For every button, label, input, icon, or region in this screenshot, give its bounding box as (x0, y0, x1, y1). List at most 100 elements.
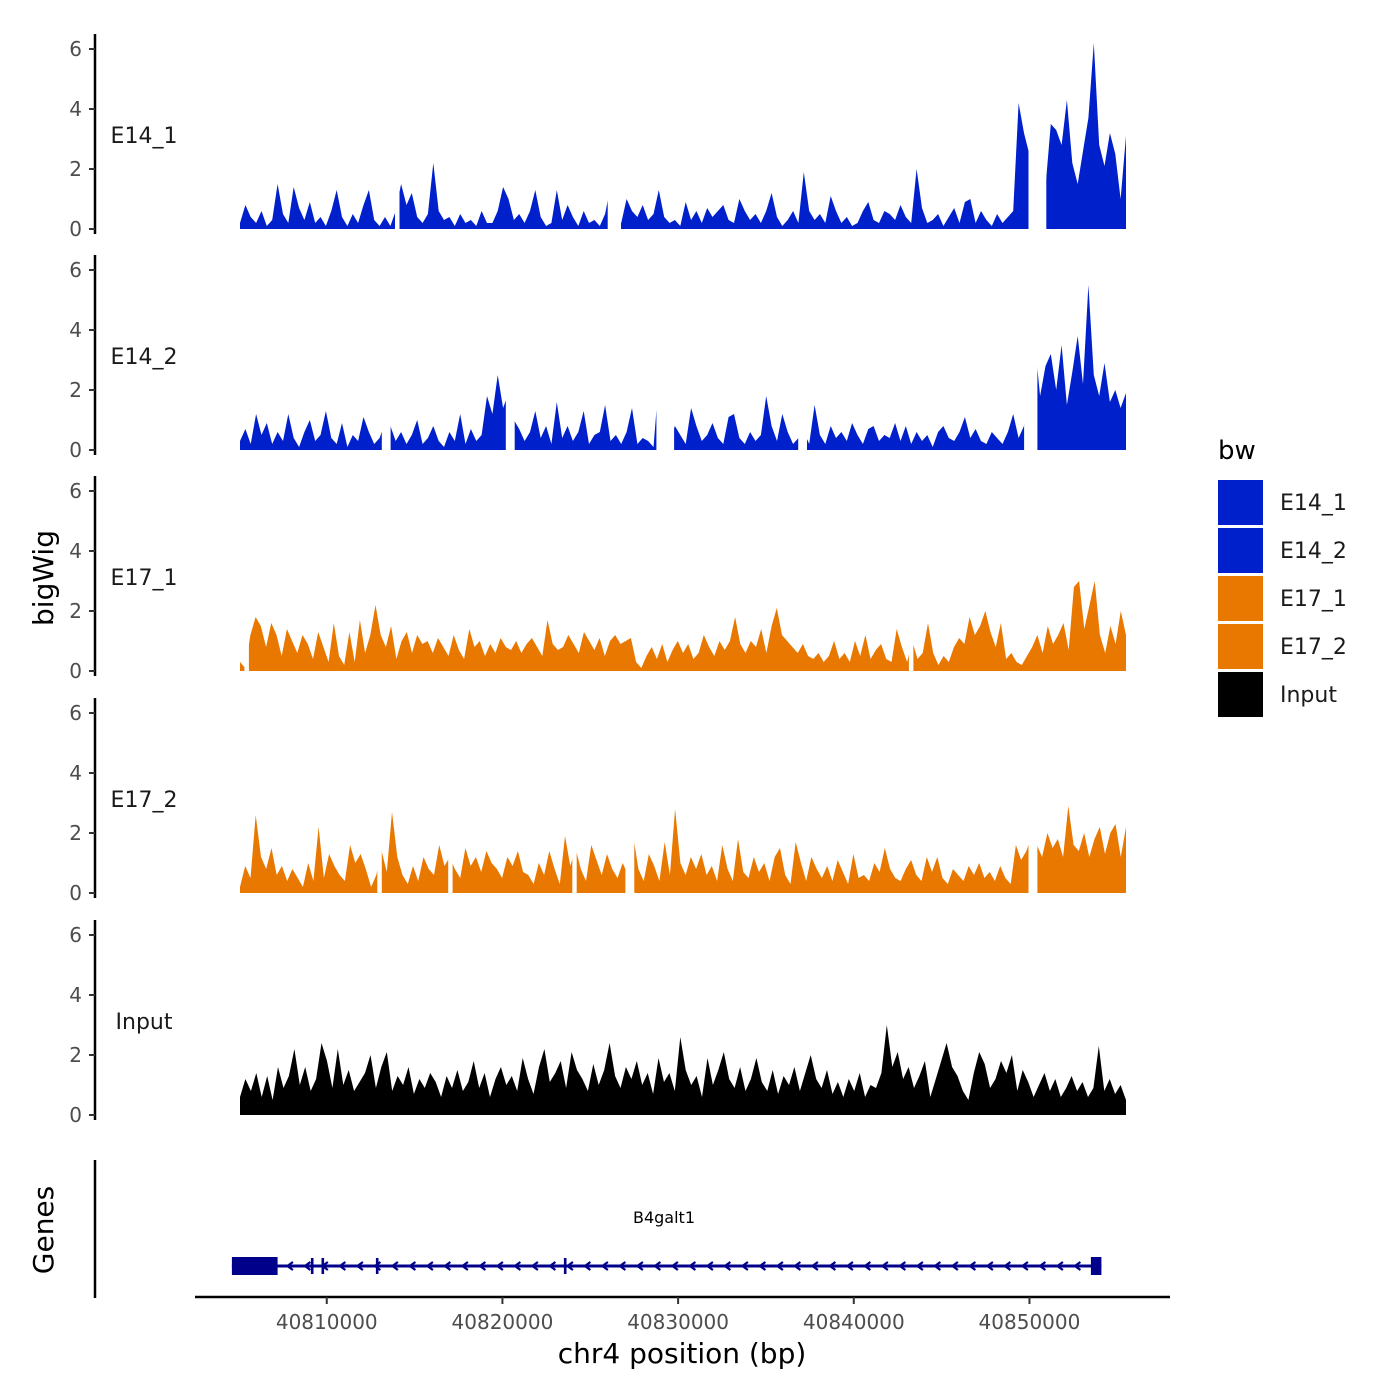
y-tick-label: 0 (69, 438, 82, 462)
strand-arrow (443, 1261, 452, 1271)
strand-arrow (355, 1261, 364, 1271)
strand-arrow (425, 1261, 434, 1271)
x-tick-label: 40810000 (276, 1310, 378, 1334)
gene-exon (231, 1257, 278, 1275)
y-tick-label: 6 (69, 701, 82, 725)
gene-track: B4galt1 (93, 1160, 1102, 1298)
y-tick-label: 6 (69, 37, 82, 61)
gene-exon (375, 1258, 379, 1274)
gene-name-label: B4galt1 (633, 1208, 695, 1227)
track-label: E17_2 (111, 788, 178, 813)
x-tick-label: 40850000 (979, 1310, 1081, 1334)
track-panel-input: 0 2 4 6 Input (69, 920, 1126, 1127)
strand-arrow (618, 1261, 627, 1271)
strand-arrow (915, 1261, 924, 1271)
legend-label: E17_2 (1280, 635, 1347, 660)
y-tick-label: 2 (69, 157, 82, 181)
strand-arrow (338, 1261, 347, 1271)
strand-arrow (513, 1261, 522, 1271)
strand-arrow (933, 1261, 942, 1271)
y-tick-label: 4 (69, 983, 82, 1007)
gene-exon (310, 1258, 314, 1274)
y-tick-label: 6 (69, 479, 82, 503)
strand-arrow (373, 1261, 382, 1271)
strand-arrow (303, 1261, 312, 1271)
strand-arrow (1020, 1261, 1029, 1271)
y-tick-label: 2 (69, 821, 82, 845)
y-axis-title: bigWig (27, 530, 60, 626)
track-panel-e14-2: 0 2 4 6 E14_2 (69, 255, 1126, 462)
x-tick-label: 40830000 (627, 1310, 729, 1334)
y-tick-label: 0 (69, 659, 82, 683)
strand-arrow (705, 1261, 714, 1271)
legend: bw E14_1 E14_2 E17_1 E17_2 Input (1218, 436, 1347, 717)
strand-arrow (863, 1261, 872, 1271)
strand-arrow (793, 1261, 802, 1271)
gene-exon (1090, 1257, 1102, 1275)
y-tick-label: 0 (69, 881, 82, 905)
x-tick-label: 40820000 (452, 1310, 554, 1334)
strand-arrow (950, 1261, 959, 1271)
strand-arrow (688, 1261, 697, 1271)
strand-arrow (565, 1261, 574, 1271)
coverage-area (240, 285, 1126, 450)
strand-arrow (898, 1261, 907, 1271)
strand-arrow (635, 1261, 644, 1271)
strand-arrow (775, 1261, 784, 1271)
x-axis-title: chr4 position (bp) (558, 1337, 807, 1370)
y-tick-label: 6 (69, 258, 82, 282)
strand-arrow (985, 1261, 994, 1271)
y-tick-label: 0 (69, 1103, 82, 1127)
strand-arrow (285, 1261, 294, 1271)
legend-label: Input (1280, 683, 1337, 708)
legend-title: bw (1218, 436, 1256, 466)
track-label: E14_2 (111, 345, 178, 370)
strand-arrow (460, 1261, 469, 1271)
strand-arrow (740, 1261, 749, 1271)
strand-arrow (1073, 1261, 1082, 1271)
y-tick-label: 4 (69, 97, 82, 121)
strand-arrow (758, 1261, 767, 1271)
legend-label: E17_1 (1280, 587, 1347, 612)
strand-arrow (670, 1261, 679, 1271)
strand-arrow (968, 1261, 977, 1271)
coverage-area (240, 581, 1126, 671)
gene-exon (563, 1258, 567, 1274)
x-tick-label: 40840000 (803, 1310, 905, 1334)
strand-arrow (583, 1261, 592, 1271)
track-panel-e17-2: 0 2 4 6 E17_2 (69, 698, 1126, 905)
legend-swatch (1218, 528, 1263, 573)
legend-swatch (1218, 480, 1263, 525)
legend-swatch (1218, 576, 1263, 621)
coverage-area (240, 43, 1126, 229)
strand-arrow (390, 1261, 399, 1271)
strand-arrow (478, 1261, 487, 1271)
strand-arrow (408, 1261, 417, 1271)
genes-axis-title: Genes (27, 1186, 60, 1274)
strand-arrow (810, 1261, 819, 1271)
strand-arrow (495, 1261, 504, 1271)
track-label: E14_1 (111, 124, 178, 149)
y-tick-label: 4 (69, 318, 82, 342)
y-tick-label: 2 (69, 1043, 82, 1067)
track-panel-e17-1: 0 2 4 6 E17_1 (69, 476, 1126, 683)
track-label: E17_1 (111, 566, 178, 591)
legend-swatch (1218, 624, 1263, 669)
y-tick-label: 4 (69, 761, 82, 785)
strand-arrow (653, 1261, 662, 1271)
strand-arrow (845, 1261, 854, 1271)
legend-label: E14_2 (1280, 539, 1347, 564)
coverage-area (240, 806, 1126, 893)
y-tick-label: 2 (69, 378, 82, 402)
strand-arrow (1055, 1261, 1064, 1271)
coverage-area (240, 1025, 1126, 1115)
strand-arrow (1038, 1261, 1047, 1271)
y-tick-label: 4 (69, 539, 82, 563)
y-tick-label: 0 (69, 217, 82, 241)
strand-arrow (548, 1261, 557, 1271)
legend-label: E14_1 (1280, 491, 1347, 516)
strand-arrow (880, 1261, 889, 1271)
strand-arrow (600, 1261, 609, 1271)
x-axis: 40810000 40820000 40830000 40840000 40850000 (195, 1295, 1170, 1334)
